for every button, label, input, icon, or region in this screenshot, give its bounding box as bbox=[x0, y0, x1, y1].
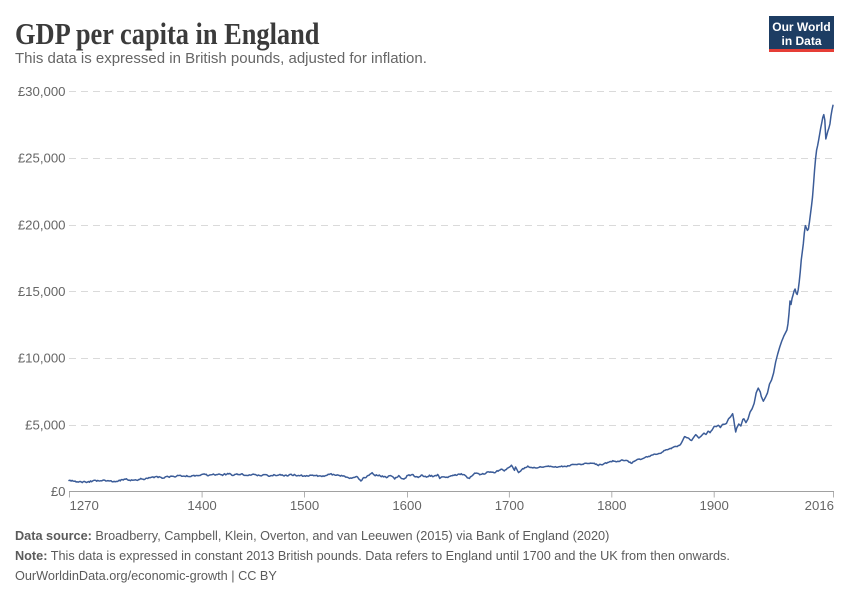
svg-text:1270: 1270 bbox=[70, 498, 99, 513]
svg-text:2016: 2016 bbox=[805, 498, 834, 513]
svg-text:1800: 1800 bbox=[597, 498, 626, 513]
svg-text:1700: 1700 bbox=[495, 498, 524, 513]
svg-text:£15,000: £15,000 bbox=[18, 284, 66, 299]
svg-text:£30,000: £30,000 bbox=[18, 84, 66, 99]
svg-text:£5,000: £5,000 bbox=[25, 417, 65, 432]
svg-text:1400: 1400 bbox=[187, 498, 216, 513]
svg-text:1900: 1900 bbox=[700, 498, 729, 513]
svg-text:1500: 1500 bbox=[290, 498, 319, 513]
svg-text:1600: 1600 bbox=[392, 498, 421, 513]
svg-text:£20,000: £20,000 bbox=[18, 217, 66, 232]
svg-text:£10,000: £10,000 bbox=[18, 351, 66, 366]
svg-text:£0: £0 bbox=[51, 484, 66, 499]
svg-text:£25,000: £25,000 bbox=[18, 151, 66, 166]
